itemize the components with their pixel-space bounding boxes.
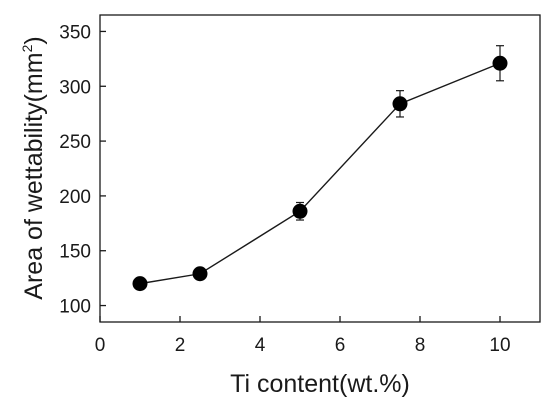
y-axis-title-superscript: 2 — [19, 44, 35, 52]
y-axis-title-main: Area of wettability(mm — [20, 52, 48, 299]
plot-frame — [99, 14, 541, 323]
y-tick-label: 350 — [59, 22, 91, 43]
series-layer — [132, 45, 508, 292]
y-axis-title: Area of wettability(mm2) — [19, 36, 48, 299]
data-point — [192, 266, 208, 282]
x-tick-label: 8 — [415, 335, 426, 356]
series-line — [139, 62, 501, 285]
x-tick-label: 10 — [489, 335, 510, 356]
data-point — [392, 96, 408, 112]
y-tick-label: 250 — [59, 132, 91, 153]
x-tick-label: 6 — [335, 335, 346, 356]
tick-labels-layer: 0 2 4 6 8 10 100 150 200 250 300 350 — [59, 22, 510, 356]
y-axis-title-close: ) — [20, 36, 48, 44]
y-tick-label: 300 — [59, 77, 91, 98]
x-tick-label: 0 — [95, 335, 106, 356]
y-tick-label: 200 — [59, 187, 91, 208]
y-tick-label: 150 — [59, 242, 91, 263]
ticks-layer — [99, 30, 501, 322]
x-tick-label: 2 — [175, 335, 186, 356]
data-point — [492, 55, 508, 71]
x-axis-title: Ti content(wt.%) — [230, 370, 410, 398]
y-tick-label: 100 — [59, 297, 91, 318]
data-point — [292, 203, 308, 219]
data-point — [132, 276, 148, 292]
x-tick-label: 4 — [255, 335, 266, 356]
